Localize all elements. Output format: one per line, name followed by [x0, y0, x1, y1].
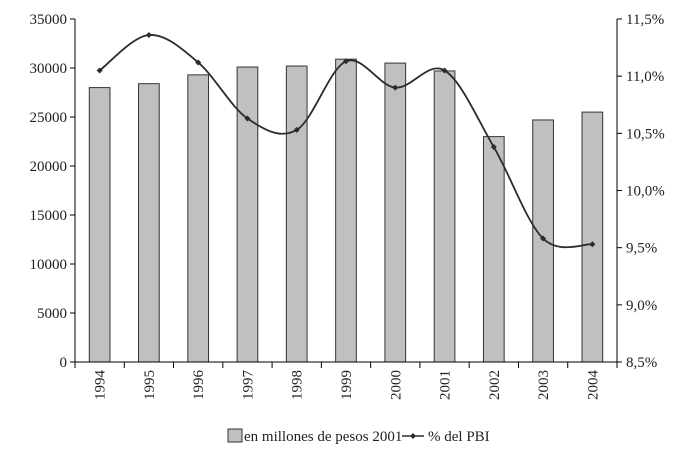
bar-1998: [285, 65, 308, 363]
x-tick-label: 2004: [585, 370, 601, 401]
bar-1999: [335, 58, 357, 363]
right-tick-label: 9,0%: [626, 298, 657, 314]
left-tick-label: 20000: [30, 159, 68, 175]
left-tick-label: 30000: [30, 61, 68, 77]
x-tick-label: 1994: [93, 370, 109, 401]
axes: 0 5000 10000 15000 20000 25000 30000 35000 8,5% 9…: [30, 12, 665, 400]
x-tick-label: 1997: [240, 370, 256, 401]
bars: [88, 58, 604, 363]
legend-line-label: % del PBI: [428, 429, 490, 445]
left-tick-label: 15000: [30, 208, 68, 224]
bar-2000: [384, 62, 407, 363]
legend-bar-label: en millones de pesos 2001: [244, 429, 402, 445]
x-tick-label: 2003: [536, 370, 552, 400]
legend-line-marker: [410, 433, 416, 439]
right-tick-label: 9,5%: [626, 241, 657, 257]
right-tick-label: 10,5%: [626, 126, 665, 142]
x-tick-label: 2001: [438, 370, 454, 400]
right-tick-label: 11,5%: [626, 12, 664, 28]
legend: en millones de pesos 2001 % del PBI: [227, 428, 490, 445]
pbi-point-1995: [145, 32, 152, 39]
pbi-point-2002: [490, 144, 497, 151]
pbi-point-2004: [589, 241, 596, 248]
x-tick-label: 1998: [290, 370, 306, 400]
pbi-point-1999: [343, 58, 349, 65]
left-tick-label: 35000: [30, 12, 68, 28]
bar-2004: [581, 111, 604, 363]
right-tick-label: 8,5%: [626, 355, 657, 371]
right-tick-label: 10,0%: [626, 184, 665, 200]
bar-1996: [187, 74, 210, 363]
pbi-point-2001: [441, 67, 448, 74]
left-tick-label: 5000: [37, 306, 67, 322]
bar-1995: [138, 83, 160, 363]
pbi-point-1996: [195, 59, 202, 66]
bar-2002: [482, 136, 505, 363]
pbi-point-2003: [540, 235, 547, 242]
pbi-line: [99, 34, 593, 249]
x-tick-label: 1999: [339, 370, 355, 400]
pbi-point-1994: [96, 67, 103, 74]
left-tick-label: 25000: [30, 110, 68, 126]
legend-bar-swatch: [227, 428, 243, 443]
x-tick-label: 2000: [388, 370, 404, 400]
line-series: [96, 32, 596, 249]
left-tick-label: 0: [60, 355, 68, 371]
pbi-point-2000: [392, 84, 399, 91]
left-tick-label: 10000: [30, 257, 68, 273]
pbi-point-1997: [244, 115, 251, 122]
bar-1994: [88, 87, 111, 363]
pbi-point-1998: [293, 126, 300, 133]
x-tick-label: 2002: [487, 370, 503, 400]
right-tick-label: 11,0%: [626, 69, 664, 85]
x-tick-label: 1995: [142, 370, 158, 400]
bar-2001: [433, 70, 456, 363]
x-tick-label: 1996: [191, 370, 207, 401]
